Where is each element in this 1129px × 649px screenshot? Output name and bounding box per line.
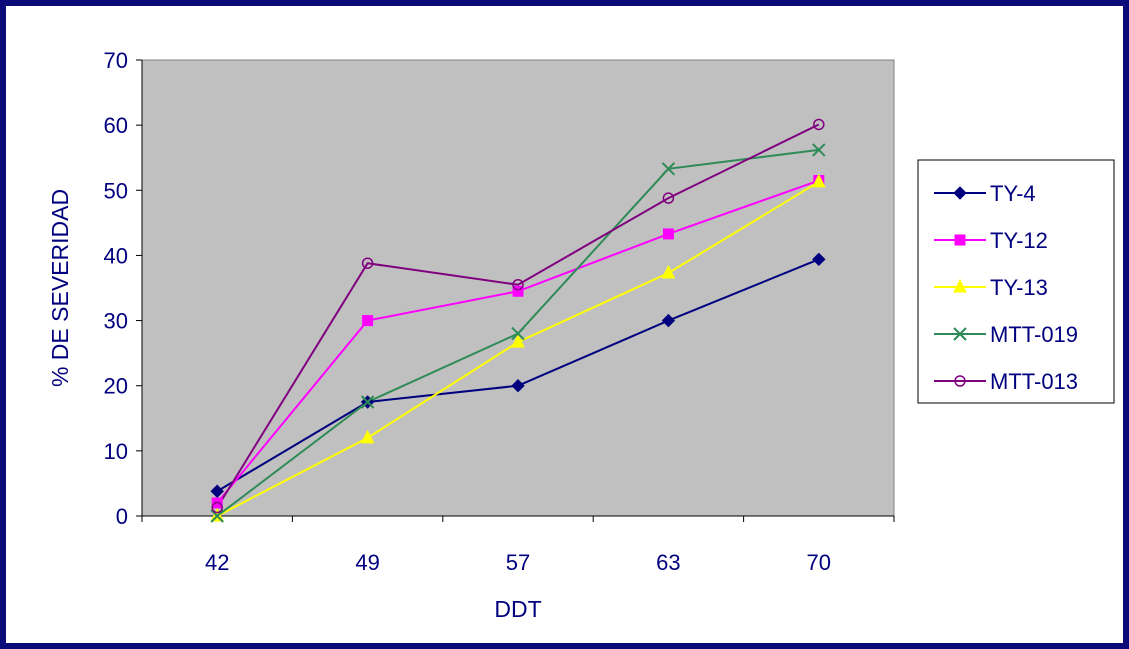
legend-label: TY-4 bbox=[990, 181, 1036, 206]
marker-stroke bbox=[812, 143, 826, 157]
x-tick-label: 57 bbox=[506, 550, 530, 575]
x-tick-label: 42 bbox=[205, 550, 229, 575]
legend-marker bbox=[953, 278, 967, 293]
x-tick-label: 70 bbox=[807, 550, 831, 575]
data-point-mtt-013 bbox=[813, 118, 825, 131]
legend-label: TY-13 bbox=[990, 275, 1048, 300]
series-markers bbox=[210, 118, 826, 523]
legend-label: TY-12 bbox=[990, 228, 1048, 253]
data-point-mtt-013 bbox=[512, 278, 524, 291]
series-line-mtt-013 bbox=[216, 123, 820, 509]
data-point-ty-4 bbox=[661, 313, 676, 328]
data-point-ty-13 bbox=[811, 173, 826, 188]
y-tick-label: 40 bbox=[104, 243, 128, 268]
data-point-mtt-013 bbox=[211, 501, 223, 514]
y-tick-label: 60 bbox=[104, 113, 128, 138]
data-point-mtt-019 bbox=[210, 509, 224, 523]
data-point-ty-4 bbox=[511, 379, 525, 393]
marker-stroke bbox=[360, 395, 375, 409]
y-tick-label: 20 bbox=[104, 374, 128, 399]
legend-marker bbox=[953, 186, 967, 200]
legend-label: MTT-019 bbox=[990, 322, 1078, 347]
data-point-ty-12 bbox=[362, 315, 374, 327]
marker-stroke bbox=[953, 327, 967, 341]
data-point-ty-4 bbox=[210, 484, 224, 498]
data-point-mtt-019 bbox=[511, 326, 525, 341]
data-point-mtt-013 bbox=[662, 192, 675, 204]
data-point-ty-4 bbox=[812, 252, 826, 267]
x-axis-label: DDT bbox=[494, 596, 541, 622]
marker-stroke bbox=[210, 509, 224, 523]
legend-marker bbox=[954, 234, 966, 246]
data-point-ty-13 bbox=[360, 429, 375, 444]
data-point-ty-12 bbox=[662, 228, 674, 240]
data-point-ty-13 bbox=[661, 264, 676, 279]
data-point-mtt-019 bbox=[360, 395, 375, 409]
y-tick-label: 10 bbox=[104, 439, 128, 464]
y-tick-label: 50 bbox=[104, 178, 128, 203]
data-point-ty-12 bbox=[512, 285, 524, 297]
x-tick-label: 63 bbox=[656, 550, 680, 575]
y-tick-label: 0 bbox=[116, 504, 128, 529]
marker-stroke bbox=[661, 162, 676, 176]
axes: 0 10 20 30 40 50 60 70 42 49 57 63 70 bbox=[104, 48, 895, 575]
legend: TY-4 TY-12 TY-13 MTT-019 MTT-013 bbox=[917, 159, 1115, 404]
x-tick-label: 49 bbox=[355, 550, 379, 575]
data-point-ty-13 bbox=[511, 333, 525, 348]
legend-box bbox=[917, 159, 1115, 404]
legend-marker bbox=[953, 327, 967, 341]
data-point-mtt-019 bbox=[812, 143, 826, 157]
legend-marker bbox=[954, 375, 966, 387]
y-axis-label: % DE SEVERIDAD bbox=[47, 189, 73, 387]
y-tick-label: 70 bbox=[104, 48, 128, 73]
data-point-mtt-013 bbox=[361, 257, 374, 269]
legend-label: MTT-013 bbox=[990, 369, 1078, 394]
y-tick-label: 30 bbox=[104, 309, 128, 334]
marker-stroke bbox=[511, 326, 525, 341]
data-point-mtt-019 bbox=[661, 162, 676, 176]
